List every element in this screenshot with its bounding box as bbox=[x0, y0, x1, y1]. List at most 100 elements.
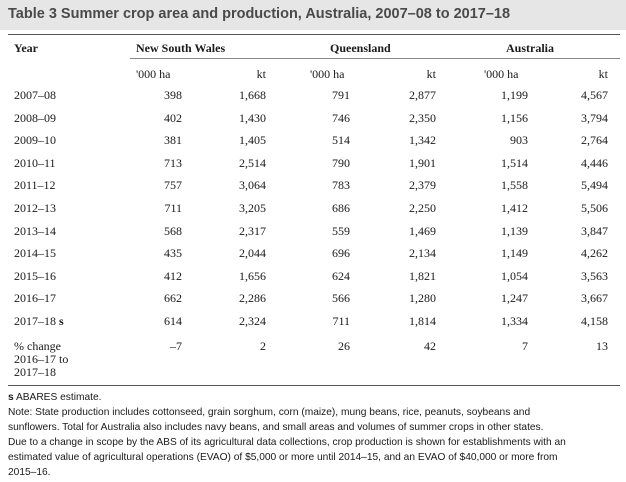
row-year: 2014–15 bbox=[14, 246, 56, 260]
table-cell: 903 bbox=[510, 133, 528, 147]
table-cell: 1,139 bbox=[501, 224, 528, 238]
table-cell: 624 bbox=[332, 269, 350, 283]
note-line: sunflowers. Total for Australia also inc… bbox=[8, 422, 544, 433]
row-year: 2008–09 bbox=[14, 111, 56, 125]
note-line: estimated value of agricultural operatio… bbox=[8, 452, 558, 463]
table-cell: 3,205 bbox=[239, 201, 266, 215]
table-cell: 3,847 bbox=[581, 224, 608, 238]
table-cell: 1,405 bbox=[239, 133, 266, 147]
table-cell: 402 bbox=[164, 111, 182, 125]
table-cell: 3,064 bbox=[239, 178, 266, 192]
pct-change-cell: 26 bbox=[338, 339, 350, 353]
table-cell: 412 bbox=[164, 269, 182, 283]
table-cell: 1,054 bbox=[501, 269, 528, 283]
table-cell: 1,412 bbox=[501, 201, 528, 215]
row-year: 2010–11 bbox=[14, 156, 56, 170]
pct-change-cell: 7 bbox=[522, 339, 528, 353]
table-cell: 435 bbox=[164, 246, 182, 260]
note-line: Due to a change in scope by the ABS of i… bbox=[8, 437, 566, 448]
table-cell: 757 bbox=[164, 178, 182, 192]
pct-change-cell: 42 bbox=[424, 339, 436, 353]
row-year: 2009–10 bbox=[14, 133, 56, 147]
table-cell: 3,667 bbox=[581, 291, 608, 305]
table-title: Table 3 Summer crop area and production,… bbox=[8, 6, 511, 22]
flag-symbol: s bbox=[8, 392, 14, 403]
header-australia: Australia bbox=[506, 41, 554, 55]
table-cell: 1,668 bbox=[239, 88, 266, 102]
note-line: Note: State production includes cottonse… bbox=[8, 407, 531, 418]
header-year: Year bbox=[14, 41, 38, 55]
unit-qld-area: '000 ha bbox=[310, 67, 345, 81]
table-cell: 2,044 bbox=[239, 246, 266, 260]
unit-nsw-area: '000 ha bbox=[136, 67, 171, 81]
table-cell: 2,317 bbox=[239, 224, 266, 238]
table-cell: 514 bbox=[332, 133, 350, 147]
row-year: 2011–12 bbox=[14, 178, 56, 192]
table-cell: 2,286 bbox=[239, 291, 266, 305]
unit-qld-prod: kt bbox=[426, 67, 436, 81]
unit-aus-prod: kt bbox=[598, 67, 608, 81]
region-rule bbox=[130, 58, 620, 59]
table-cell: 662 bbox=[164, 291, 182, 305]
table-cell: 614 bbox=[164, 314, 182, 328]
table-cell: 711 bbox=[332, 314, 350, 328]
pct-change-label: % change bbox=[14, 339, 61, 353]
table-cell: 1,656 bbox=[239, 269, 266, 283]
table-notes: s ABARES estimate. Note: State productio… bbox=[8, 390, 620, 480]
table-cell: 4,567 bbox=[581, 88, 608, 102]
table-cell: 1,821 bbox=[409, 269, 436, 283]
table-cell: 1,901 bbox=[409, 156, 436, 170]
pct-change-cell: 2 bbox=[260, 339, 266, 353]
table-cell: 790 bbox=[332, 156, 350, 170]
table-cell: 559 bbox=[332, 224, 350, 238]
pct-change-label: 2016–17 to bbox=[14, 352, 69, 366]
table-cell: 783 bbox=[332, 178, 350, 192]
row-year: 2012–13 bbox=[14, 201, 56, 215]
table-cell: 1,149 bbox=[501, 246, 528, 260]
table-cell: 1,342 bbox=[409, 133, 436, 147]
table-cell: 2,324 bbox=[239, 314, 266, 328]
table-cell: 4,158 bbox=[581, 314, 608, 328]
table-cell: 711 bbox=[164, 201, 182, 215]
table-cell: 4,262 bbox=[581, 246, 608, 260]
table-cell: 1,430 bbox=[239, 111, 266, 125]
table-cell: 1,334 bbox=[501, 314, 528, 328]
table-cell: 5,494 bbox=[581, 178, 608, 192]
row-year: 2015–16 bbox=[14, 269, 56, 283]
top-rule bbox=[8, 34, 620, 35]
flag-note: s ABARES estimate. bbox=[8, 390, 620, 405]
row-year: 2007–08 bbox=[14, 88, 56, 102]
table-cell: 686 bbox=[332, 201, 350, 215]
table-cell: 566 bbox=[332, 291, 350, 305]
unit-aus-area: '000 ha bbox=[484, 67, 519, 81]
table-cell: 713 bbox=[164, 156, 182, 170]
table-cell: 696 bbox=[332, 246, 350, 260]
table-cell: 1,514 bbox=[501, 156, 528, 170]
table-cell: 3,563 bbox=[581, 269, 608, 283]
table-cell: 1,558 bbox=[501, 178, 528, 192]
table-cell: 568 bbox=[164, 224, 182, 238]
table-cell: 4,446 bbox=[581, 156, 608, 170]
row-year: 2013–14 bbox=[14, 224, 56, 238]
unit-nsw-prod: kt bbox=[256, 67, 266, 81]
table-cell: 2,379 bbox=[409, 178, 436, 192]
table-cell: 791 bbox=[332, 88, 350, 102]
table-cell: 1,247 bbox=[501, 291, 528, 305]
table-cell: 1,280 bbox=[409, 291, 436, 305]
table-cell: 2,764 bbox=[581, 133, 608, 147]
title-bar: Table 3 Summer crop area and production,… bbox=[0, 0, 626, 30]
table-cell: 398 bbox=[164, 88, 182, 102]
pct-change-cell: –7 bbox=[170, 339, 182, 353]
table-cell: 381 bbox=[164, 133, 182, 147]
table-cell: 1,199 bbox=[501, 88, 528, 102]
table-cell: 2,250 bbox=[409, 201, 436, 215]
table-cell: 1,156 bbox=[501, 111, 528, 125]
header-qld: Queensland bbox=[330, 41, 391, 55]
table-cell: 2,877 bbox=[409, 88, 436, 102]
table-cell: 2,514 bbox=[239, 156, 266, 170]
row-year: 2016–17 bbox=[14, 291, 56, 305]
pct-change-label: 2017–18 bbox=[14, 365, 56, 379]
note-line: 2015–16. bbox=[8, 467, 51, 478]
table-cell: 1,469 bbox=[409, 224, 436, 238]
row-flag: s bbox=[56, 314, 64, 328]
